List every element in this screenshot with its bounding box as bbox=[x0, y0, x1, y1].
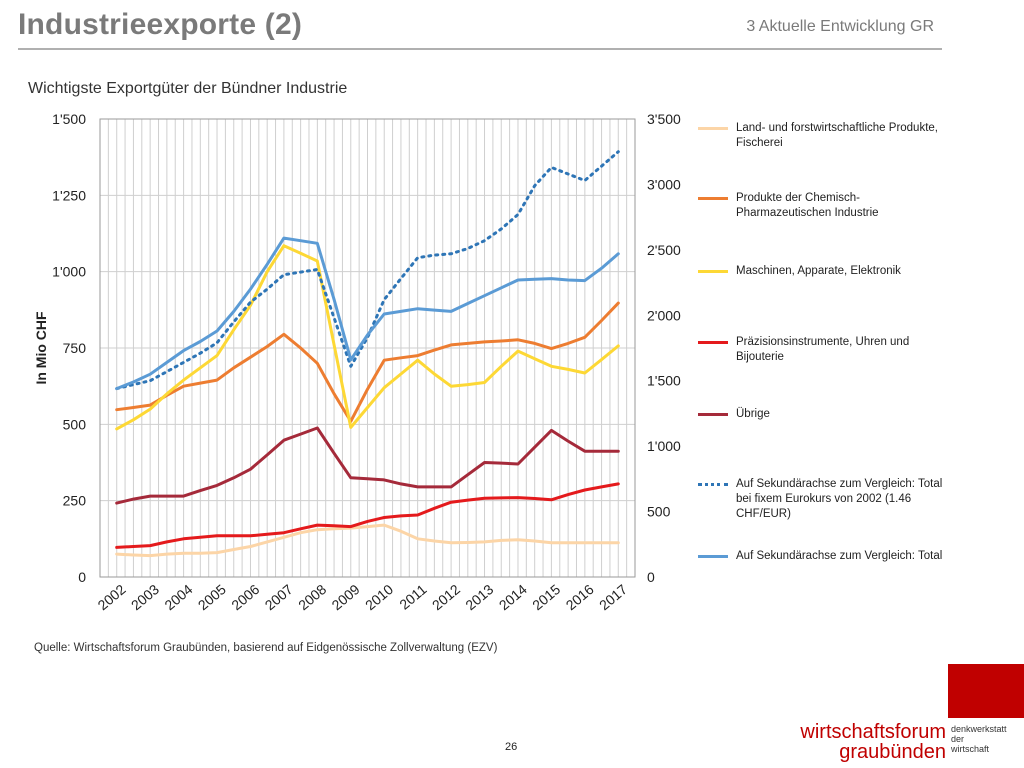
x-tick-label: 2003 bbox=[128, 581, 162, 613]
x-tick-label: 2006 bbox=[228, 581, 262, 613]
y-tick-label: 1'500 bbox=[52, 111, 86, 127]
logo-wordmark: wirtschaftsforum graubünden bbox=[796, 722, 946, 762]
series-line-0 bbox=[115, 523, 620, 558]
x-tick-label: 2002 bbox=[94, 581, 128, 613]
legend-label-chemistry: Produkte der Chemisch-Pharmazeutischen I… bbox=[736, 192, 879, 219]
logo-line-1: wirtschaftsforum bbox=[800, 721, 946, 743]
y2-tick-label: 1'500 bbox=[647, 373, 681, 389]
x-tick-label: 2011 bbox=[396, 581, 430, 613]
legend-swatch-precision bbox=[698, 341, 728, 344]
y-axis-label: In Mio CHF bbox=[33, 311, 49, 385]
x-tick-label: 2012 bbox=[429, 581, 463, 613]
series-line-2 bbox=[115, 244, 620, 431]
legend-swatch-chemistry bbox=[698, 197, 728, 200]
plot-frame bbox=[99, 118, 636, 578]
y2-tick-label: 500 bbox=[647, 504, 671, 520]
logo-tagline-1: denkwerkstatt bbox=[951, 724, 1007, 734]
y2-tick-label: 2'000 bbox=[647, 307, 681, 323]
legend-label-total: Auf Sekundärachse zum Vergleich: Total bbox=[736, 550, 943, 562]
y2-tick-label: 3'500 bbox=[647, 111, 681, 127]
y-tick-label: 1'250 bbox=[52, 187, 86, 203]
legend-label-precision: Präzisionsinstrumente, Uhren und Bijoute… bbox=[736, 336, 910, 363]
logo-red-block bbox=[948, 664, 1024, 718]
y-tick-label: 500 bbox=[63, 416, 87, 432]
series-line-3 bbox=[115, 482, 620, 549]
y2-tick-label: 2'500 bbox=[647, 242, 681, 258]
x-tick-label: 2013 bbox=[462, 581, 496, 613]
x-tick-label: 2010 bbox=[362, 581, 396, 613]
section-label: 3 Aktuelle Entwicklung GR bbox=[746, 18, 934, 35]
legend-swatch-agriculture bbox=[698, 127, 728, 130]
x-tick-label: 2007 bbox=[262, 581, 296, 613]
logo-tagline-3: wirtschaft bbox=[951, 744, 990, 754]
y2-tick-label: 3'000 bbox=[647, 176, 681, 192]
legend-swatch-total bbox=[698, 555, 728, 558]
legend-label-other: Übrige bbox=[736, 408, 770, 420]
y-tick-label: 1'000 bbox=[52, 264, 86, 280]
slide-title: Industrieexporte (2) bbox=[18, 8, 303, 41]
x-tick-label: 2015 bbox=[529, 581, 563, 613]
series-line-6 bbox=[115, 236, 620, 391]
x-tick-label: 2017 bbox=[596, 581, 630, 613]
legend-label-total-fixed-euro: Auf Sekundärachse zum Vergleich: Total b… bbox=[736, 478, 943, 520]
x-tick-label: 2008 bbox=[295, 581, 329, 613]
logo-tagline: denkwerkstatt der wirtschaft bbox=[951, 724, 1007, 754]
logo-tagline-2: der bbox=[951, 734, 965, 744]
chart-title: Wichtigste Exportgüter der Bündner Indus… bbox=[28, 80, 348, 97]
title-divider bbox=[18, 48, 942, 50]
x-tick-label: 2014 bbox=[496, 581, 530, 613]
y2-tick-label: 0 bbox=[647, 569, 655, 585]
y-tick-label: 0 bbox=[78, 569, 86, 585]
y2-tick-label: 1'000 bbox=[647, 438, 681, 454]
legend-label-agriculture: Land- und forstwirtschaftliche Produkte,… bbox=[736, 122, 938, 149]
x-tick-label: 2016 bbox=[563, 581, 597, 613]
series-line-4 bbox=[115, 426, 620, 505]
x-tick-label: 2005 bbox=[195, 581, 229, 613]
series-line-1 bbox=[115, 301, 620, 423]
legend-swatch-total-fixed-euro bbox=[698, 483, 728, 486]
x-tick-label: 2009 bbox=[329, 581, 363, 613]
source-note: Quelle: Wirtschaftsforum Graubünden, bas… bbox=[34, 642, 498, 654]
legend-swatch-machines bbox=[698, 270, 728, 273]
chart-legend: Land- und forstwirtschaftliche Produkte,… bbox=[698, 115, 948, 595]
y-tick-label: 750 bbox=[63, 340, 87, 356]
page-number: 26 bbox=[505, 741, 518, 753]
legend-label-machines: Maschinen, Apparate, Elektronik bbox=[736, 265, 901, 277]
legend-swatch-other bbox=[698, 413, 728, 416]
logo-line-2: graubünden bbox=[839, 741, 946, 763]
y-tick-label: 250 bbox=[63, 493, 87, 509]
x-tick-label: 2004 bbox=[161, 581, 195, 613]
